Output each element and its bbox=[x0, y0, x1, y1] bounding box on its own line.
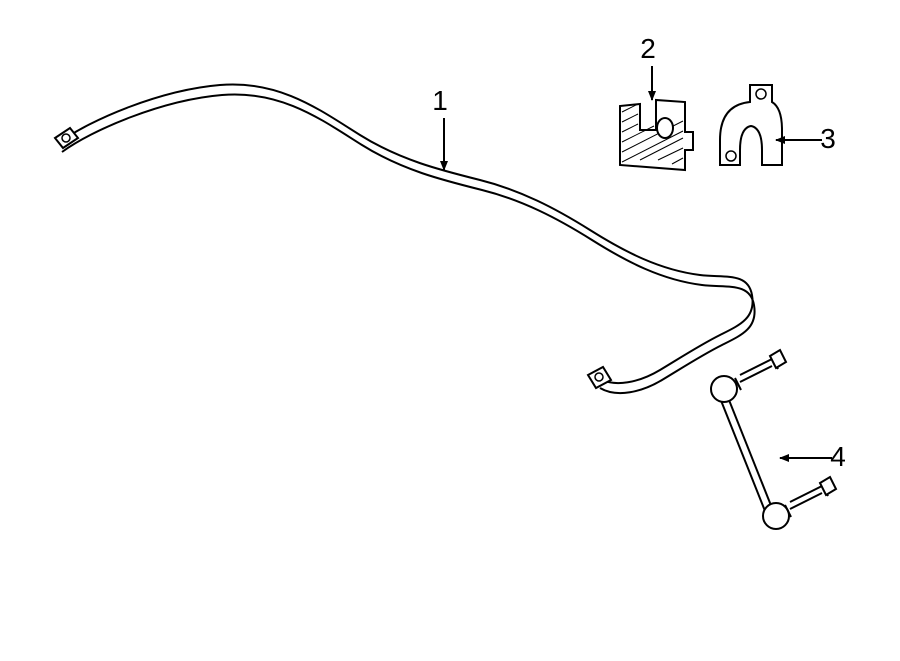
bar-left-eye-hole bbox=[62, 134, 70, 142]
bracket-bottom-hole bbox=[726, 151, 736, 161]
stabilizer-link bbox=[711, 350, 836, 529]
link-top-ball bbox=[711, 376, 737, 402]
bushing-bore bbox=[657, 118, 673, 138]
link-shaft-b bbox=[720, 398, 765, 511]
link-bottom-stud bbox=[785, 484, 828, 517]
callout-label-1: 1 bbox=[432, 85, 448, 116]
link-top-stud bbox=[735, 357, 778, 390]
callout-label-2: 2 bbox=[640, 33, 656, 64]
callouts-group: 1 2 3 4 bbox=[432, 33, 846, 472]
parts-diagram: 1 2 3 4 bbox=[0, 0, 900, 661]
link-top-stud-end bbox=[770, 350, 786, 368]
bracket-top-hole bbox=[756, 89, 766, 99]
link-bottom-stud-end bbox=[820, 477, 836, 495]
callout-label-3: 3 bbox=[820, 123, 836, 154]
bushing-bracket bbox=[720, 85, 782, 165]
callout-label-4: 4 bbox=[830, 441, 846, 472]
bar-right-eye-hole bbox=[595, 373, 603, 381]
bushing-block bbox=[620, 100, 693, 170]
link-shaft-a bbox=[727, 395, 772, 508]
